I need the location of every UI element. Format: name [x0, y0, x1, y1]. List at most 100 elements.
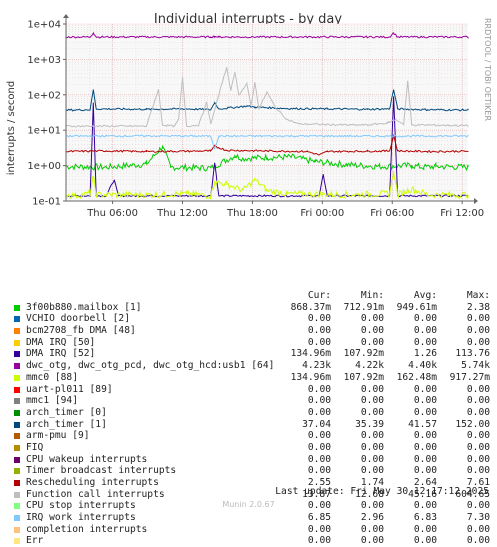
legend-row: arch_timer [1] 37.04 35.39 41.57 152.00	[14, 419, 490, 431]
legend-avg: 0.00	[413, 535, 437, 547]
legend-cur: 134.96m	[290, 348, 331, 360]
legend-max: 0.00	[466, 430, 490, 442]
grid	[65, 23, 468, 202]
y-tick-label: 1e+03	[27, 55, 61, 66]
legend-cur: 0.00	[307, 500, 331, 512]
legend-min: 0.00	[360, 500, 384, 512]
legend-avg: 0.00	[413, 430, 437, 442]
legend-avg: 949.61m	[396, 301, 437, 313]
legend-cur: 13.87	[302, 488, 331, 500]
legend-max: 0.00	[466, 406, 490, 418]
legend-row: arch_timer [0] 0.00 0.00 0.00 0.00	[14, 407, 490, 419]
legend-min: 0.00	[360, 383, 384, 395]
legend-row: 3f00b880.mailbox [1] 868.37m 712.91m 949.61…	[14, 302, 490, 314]
x-tick-label: Fri 12:00	[440, 208, 484, 219]
legend-row: mmc0 [88] 134.96m 107.92m 162.48m 917.27m	[14, 372, 490, 384]
legend-min: 1.74	[360, 477, 384, 488]
legend-max: 7.30	[466, 512, 490, 524]
legend-series-name: CPU wakeup interrupts	[26, 453, 148, 465]
legend-cur: 0.00	[307, 313, 331, 325]
legend-avg: 0.00	[413, 313, 437, 325]
legend-cur: 0.00	[307, 430, 331, 442]
x-axis-arrow	[474, 198, 478, 204]
legend-cur: 2.55	[307, 477, 331, 488]
legend-avg: 0.00	[413, 406, 437, 418]
legend-max: 0.00	[466, 500, 490, 512]
legend-min: 0.00	[360, 395, 384, 407]
legend-cur: 134.96m	[290, 371, 331, 383]
legend-max: 152.00	[455, 418, 490, 430]
legend-cur: 37.04	[302, 418, 331, 430]
legend-avg: 6.83	[413, 512, 437, 524]
legend-cur: 0.00	[307, 383, 331, 395]
legend-avg: 0.00	[413, 523, 437, 535]
legend-row: CPU wakeup interrupts 0.00 0.00 0.00 0.00	[14, 454, 490, 466]
legend-swatch	[14, 444, 20, 451]
header-min: Min:	[360, 290, 384, 301]
legend-row: Function call interrupts 13.87 12.68 45.16 6…	[14, 489, 490, 501]
legend-swatch	[14, 398, 20, 405]
legend-min: 712.91m	[343, 301, 384, 313]
x-tick-label: Thu 06:00	[86, 208, 138, 219]
legend-series-name: FIQ	[26, 441, 44, 453]
legend-swatch	[14, 351, 20, 358]
plot-area	[66, 24, 468, 201]
legend-row: Err 0.00 0.00 0.00 0.00	[14, 535, 490, 547]
legend-min: 0.00	[360, 406, 384, 418]
y-axis-arrow	[63, 14, 69, 18]
legend-cur: 6.85	[307, 512, 331, 524]
legend-max: 0.00	[466, 535, 490, 547]
legend-swatch	[14, 363, 20, 370]
legend-cur: 0.00	[307, 465, 331, 477]
legend-min: 0.00	[360, 430, 384, 442]
legend-row: Timer broadcast interrupts 0.00 0.00 0.00 0.…	[14, 465, 490, 477]
legend-series-name: arch_timer [0]	[26, 406, 107, 418]
series-line-15	[65, 133, 469, 156]
header-cur: Cur:	[307, 290, 331, 301]
legend-swatch	[14, 421, 20, 428]
legend-swatch	[14, 433, 20, 440]
legend-avg: 0.00	[413, 441, 437, 453]
legend-max: 113.76	[455, 348, 490, 360]
y-tick-label: 1e+00	[27, 161, 61, 172]
legend-swatch	[14, 386, 20, 393]
legend-min: 0.00	[360, 453, 384, 465]
legend-avg: 2.64	[413, 477, 437, 488]
legend-series-name: Timer broadcast interrupts	[26, 465, 177, 477]
legend-row: completion interrupts 0.00 0.00 0.00 0.00	[14, 524, 490, 536]
legend-series-name: mmc1 [94]	[26, 395, 78, 407]
legend-min: 0.00	[360, 535, 384, 547]
legend-max: 917.27m	[449, 371, 490, 383]
series-line-16	[65, 67, 469, 128]
legend-row: IRQ work interrupts 6.85 2.96 6.83 7.30	[14, 512, 490, 524]
legend-cur: 0.00	[307, 325, 331, 337]
legend-swatch	[14, 316, 20, 323]
legend-min: 107.92m	[343, 348, 384, 360]
legend-cur: 0.00	[307, 406, 331, 418]
legend-min: 0.00	[360, 325, 384, 337]
legend-row: mmc1 [94] 0.00 0.00 0.00 0.00	[14, 395, 490, 407]
legend-avg: 4.40k	[408, 360, 437, 372]
legend-avg: 0.00	[413, 453, 437, 465]
legend-series-name: IRQ work interrupts	[26, 512, 136, 524]
legend-max: 604.65	[455, 488, 490, 500]
legend-series-name: completion interrupts	[26, 523, 148, 535]
legend-max: 7.61	[466, 477, 490, 488]
legend-cur: 0.00	[307, 395, 331, 407]
legend-series-name: CPU stop interrupts	[26, 500, 136, 512]
legend-min: 0.00	[360, 465, 384, 477]
legend-row: Rescheduling interrupts 2.55 1.74 2.64 7.61	[14, 477, 490, 489]
legend-avg: 0.00	[413, 465, 437, 477]
legend-avg: 0.00	[413, 383, 437, 395]
legend-max: 0.00	[466, 465, 490, 477]
legend-swatch	[14, 503, 20, 510]
legend-min: 107.92m	[343, 371, 384, 383]
legend-row: uart-pl011 [89] 0.00 0.00 0.00 0.00	[14, 384, 490, 396]
legend-avg: 0.00	[413, 395, 437, 407]
legend-avg: 0.00	[413, 336, 437, 348]
legend-min: 0.00	[360, 313, 384, 325]
x-tick-label: Fri 06:00	[370, 208, 414, 219]
legend-cur: 0.00	[307, 336, 331, 348]
legend-max: 0.00	[466, 395, 490, 407]
header-avg: Avg:	[413, 290, 437, 301]
